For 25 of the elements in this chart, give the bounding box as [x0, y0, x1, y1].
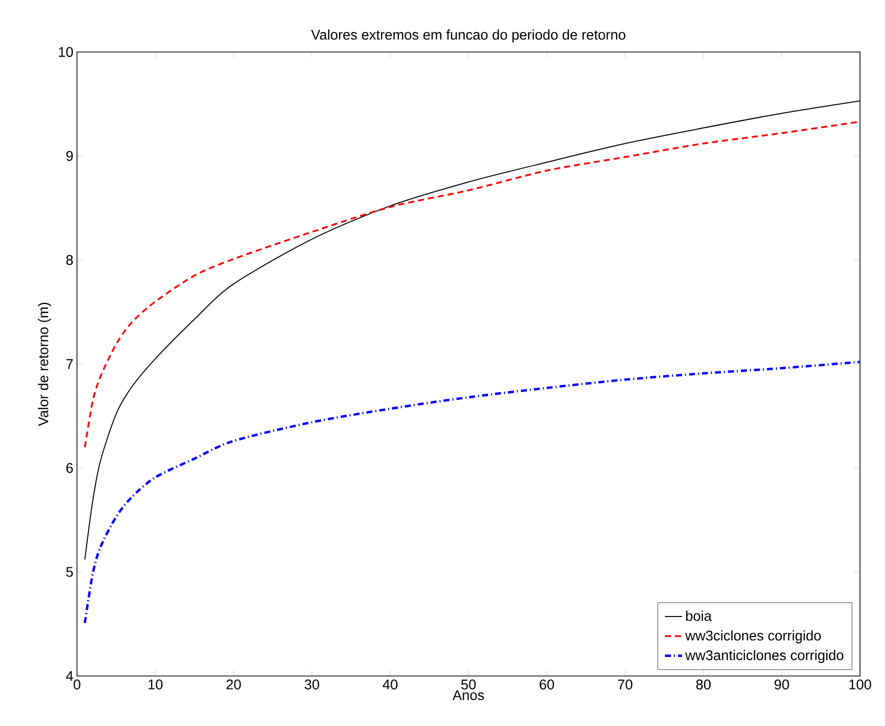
x-tick-label: 30: [304, 680, 320, 690]
y-tick-label: 10: [58, 47, 73, 57]
x-tick-label: 90: [774, 680, 789, 690]
legend-label: ww3anticiclones corrigido: [685, 650, 844, 663]
legend-label: ww3ciclones corrigido: [685, 630, 821, 644]
x-axis-title: Anos: [452, 690, 484, 700]
y-tick-label: 9: [66, 151, 73, 161]
x-tick-label: 80: [696, 680, 711, 690]
y-tick-label: 5: [66, 567, 73, 577]
x-tick-label: 70: [618, 680, 632, 690]
x-tick-label: 20: [226, 680, 241, 690]
x-tick-label: 10: [148, 680, 163, 690]
y-axis-title: Valor de retorno (m): [38, 302, 52, 426]
y-tick-label: 6: [66, 463, 73, 473]
legend-label: boia: [686, 610, 712, 621]
x-tick-label: 100: [849, 680, 872, 690]
x-tick-label: 50: [461, 680, 476, 690]
y-tick-label: 7: [66, 359, 73, 369]
x-tick-label: 40: [382, 680, 398, 690]
x-tick-label: 0: [74, 680, 80, 690]
line-series: [84, 360, 860, 624]
y-tick-label: 4: [66, 671, 74, 681]
x-tick-label: 60: [540, 680, 554, 690]
y-tick-label: 8: [66, 255, 73, 265]
chart-title: Valores extremos em funcao do periodo de retorno: [311, 29, 626, 42]
